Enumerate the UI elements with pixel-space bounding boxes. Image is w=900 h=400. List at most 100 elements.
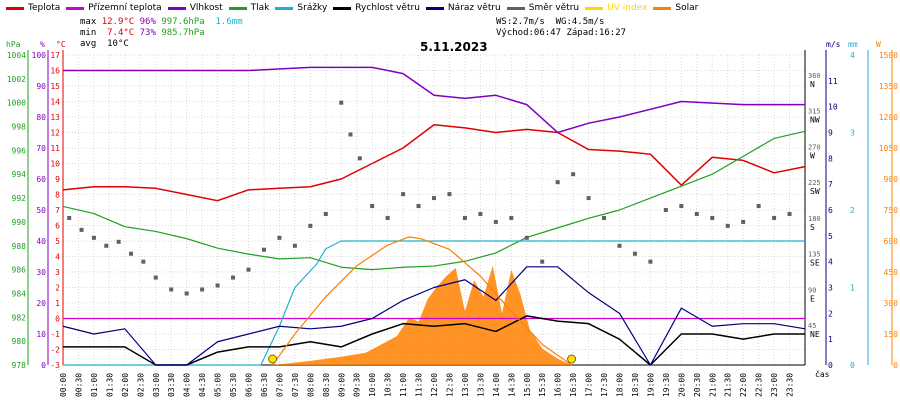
wind-direction-point [370,204,375,209]
wind-direction-point [586,196,591,201]
wind-tick-label: 3 [828,284,833,293]
direction-tick-degrees: 270 [808,143,821,151]
unit-w: W [876,40,881,49]
solar-measured-area [273,265,572,365]
humidity-tick-label: 10 [36,330,46,339]
x-tick-label: 14:00 [492,373,501,397]
x-tick-label: 23:00 [770,373,779,397]
x-tick-label: 07:30 [291,373,300,397]
legend-item: Tlak [228,3,269,13]
stat-max-hum: 96% [139,17,156,27]
pressure-tick-label: 998 [12,123,27,132]
wind-direction-point [462,215,467,220]
temp-tick-label: 2 [55,284,60,293]
pressure-tick-label: 1000 [7,99,26,108]
x-tick-label: 01:00 [90,373,99,397]
temp-tick-label: 9 [55,175,60,184]
x-tick-label: 02:30 [136,373,145,397]
pressure-tick-label: 984 [12,289,27,298]
x-tick-label: 00:00 [59,373,68,397]
wind-direction-point [416,204,421,209]
legend-label: Náraz větru [447,3,501,13]
x-tick-label: 21:00 [708,373,717,397]
pressure-tick-label: 986 [12,266,27,275]
wind-tick-label: 2 [828,309,833,318]
series-line [62,130,806,271]
legend-label: Teplota [28,3,61,13]
unit-ms: m/s [826,40,841,49]
legend-label: UV index [607,3,648,13]
x-tick-label: 05:30 [229,373,238,397]
series-line [62,124,806,202]
x-tick-label: 12:30 [445,373,454,397]
wind-direction-point [153,275,158,280]
wind-direction-point [632,251,637,256]
solar-tick-label: 1050 [879,144,898,153]
x-tick-label: 06:00 [245,373,254,397]
x-tick-label: 19:30 [662,373,671,397]
x-tick-label: 16:00 [554,373,563,397]
direction-tick-label: NW [810,116,820,125]
axes: hPa% °C m/s mm Wčas-3-2-10123456789101112131… [6,40,898,397]
wind-direction-point [478,211,483,216]
solar-tick-label: 300 [884,299,899,308]
rain-tick-label: 2 [850,206,855,215]
wind-direction-point [787,211,792,216]
stats-wind-row: WS:2.7m/s WG:4.5m/s [496,17,604,27]
wind-direction-point [694,211,699,216]
x-tick-label: 22:00 [739,373,748,397]
stats-min-row: min 7.4°C 73% 985.7hPa [80,28,205,38]
humidity-tick-label: 90 [36,82,46,91]
x-tick-label: 12:00 [430,373,439,397]
x-tick-label: 13:30 [476,373,485,397]
pressure-tick-label: 1004 [7,51,26,60]
direction-tick-degrees: 180 [808,215,821,223]
x-tick-label: 13:00 [461,373,470,397]
wind-direction-point [679,204,684,209]
wind-tick-label: 1 [828,335,833,344]
sun-marker [268,354,278,364]
stat-min-hum: 73% [139,28,156,38]
temp-tick-label: 8 [55,191,60,200]
wind-direction-point [308,223,313,228]
wind-direction-point [67,215,72,220]
direction-tick-label: E [810,294,815,303]
legend-swatch [425,6,444,10]
x-tick-label: 20:30 [693,373,702,397]
wind-tick-label: 0 [828,361,833,370]
legend-label: Srážky [297,3,328,13]
wind-direction-point [91,235,96,240]
wind-direction-point [79,227,84,232]
x-tick-label: 14:30 [507,373,516,397]
legend-label: Přízemní teplota [88,3,162,13]
stat-max-temp: 12.9°C [101,17,135,27]
x-tick-label: 07:00 [275,373,284,397]
wind-direction-point [277,235,282,240]
x-tick-label: 06:30 [260,373,269,397]
wind-tick-label: 8 [828,154,833,163]
x-tick-label: 16:30 [569,373,578,397]
wind-direction-point [323,211,328,216]
humidity-tick-label: 0 [41,361,46,370]
wind-tick-label: 11 [828,77,838,86]
stat-avg-temp: 10°C [107,39,129,49]
direction-tick-label: SW [810,187,820,196]
direction-tick-degrees: 225 [808,179,821,187]
legend-label: Vlhkost [189,3,223,13]
stat-max-label: max [80,17,97,27]
legend-swatch [167,6,186,10]
solar-tick-label: 450 [884,268,899,277]
legend-swatch [6,6,24,10]
wind-direction-point [772,215,777,220]
wind-direction-point [710,215,715,220]
wind-direction-point [357,156,362,161]
legend-item: Směr větru [506,3,579,13]
wind-direction-point [725,223,730,228]
x-tick-label: 18:30 [631,373,640,397]
wind-direction-point [116,239,121,244]
wind-tick-label: 6 [828,206,833,215]
series-line [63,66,805,134]
stat-wg: WG:4.5m/s [555,17,605,27]
wind-direction-point [246,267,251,272]
stat-max-press: 997.6hPa [161,17,205,27]
